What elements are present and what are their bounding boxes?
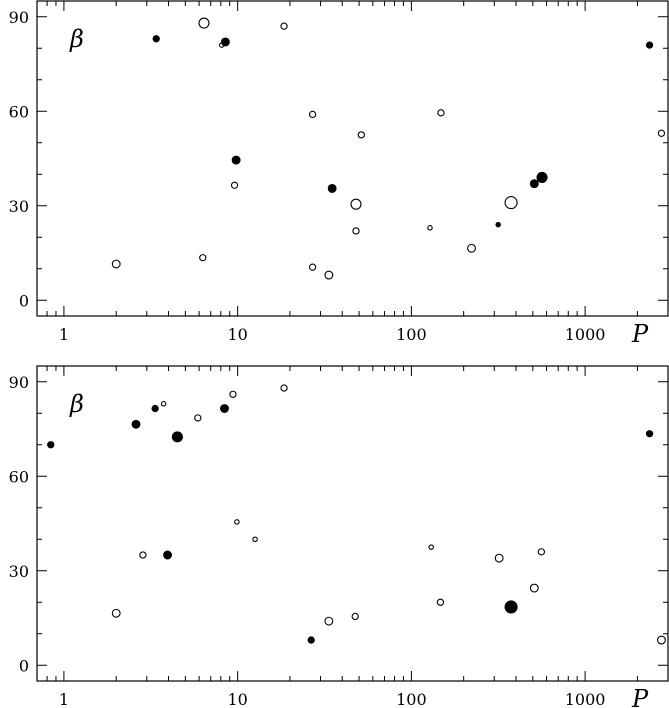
x-tick-label: 1000 <box>565 690 606 708</box>
x-tick-label: 100 <box>396 690 427 708</box>
x-tick-label: 1 <box>59 325 69 344</box>
data-point-open <box>198 17 210 29</box>
data-point-open <box>308 263 317 271</box>
data-point-filled <box>47 441 55 449</box>
data-point-open <box>436 598 445 606</box>
data-point-open <box>504 196 518 210</box>
data-point-open <box>357 131 365 139</box>
x-axis-label: P <box>631 320 649 348</box>
data-point-filled <box>536 171 548 183</box>
data-point-open <box>324 616 334 626</box>
y-tick-label: 90 <box>9 373 29 392</box>
data-point-filled <box>220 37 230 47</box>
data-point-open <box>280 384 288 392</box>
x-tick-label: 100 <box>396 325 427 344</box>
data-point-open <box>280 22 288 30</box>
x-tick-label: 1 <box>59 690 69 708</box>
data-point-open <box>199 254 207 262</box>
data-point-open <box>160 401 167 407</box>
data-point-filled <box>645 430 654 438</box>
data-point-open <box>656 635 666 645</box>
y-axis-label: β <box>69 390 84 418</box>
x-axis-label: P <box>631 685 649 708</box>
data-point-open <box>437 109 445 117</box>
y-tick-label: 60 <box>9 102 29 121</box>
data-point-open <box>229 390 237 398</box>
chart-panel-top: 1 10 100 1000 0 30 60 90 β P <box>9 0 669 348</box>
data-point-filled <box>504 600 518 614</box>
data-point-filled <box>171 431 183 443</box>
y-tick-label: 60 <box>9 467 29 486</box>
data-point-open <box>324 270 334 280</box>
data-point-filled <box>495 221 501 228</box>
data-point-open <box>230 181 239 189</box>
chart-panel-bottom: 1 10 100 1000 0 30 60 90 β P <box>9 365 669 708</box>
x-tick-label: 1000 <box>565 325 606 344</box>
data-point-open <box>537 548 546 556</box>
data-point-open <box>467 243 476 253</box>
data-point-filled <box>131 419 141 429</box>
data-point-open <box>351 612 359 621</box>
data-point-open <box>657 129 666 137</box>
x-tick-label: 10 <box>227 690 247 708</box>
data-point-filled <box>231 155 241 165</box>
data-point-filled <box>529 179 539 189</box>
data-point-filled <box>163 550 173 560</box>
data-point-open <box>234 519 240 525</box>
x-tick-label: 10 <box>227 325 247 344</box>
y-tick-label: 0 <box>19 291 29 310</box>
data-point-filled <box>307 636 315 644</box>
data-point-filled <box>220 404 229 413</box>
data-point-open <box>111 259 121 269</box>
data-point-open <box>494 553 504 563</box>
data-point-filled <box>152 35 160 43</box>
data-point-open <box>139 551 147 559</box>
plot-frame <box>36 0 669 317</box>
data-point-filled <box>327 183 337 193</box>
data-point-open <box>352 227 360 235</box>
plot-frame <box>36 365 669 682</box>
data-point-open <box>350 198 362 210</box>
data-point-open <box>111 608 121 618</box>
data-point-filled <box>151 404 159 413</box>
data-point-open <box>252 536 258 542</box>
y-tick-label: 30 <box>9 197 29 216</box>
y-tick-label: 0 <box>19 656 29 675</box>
data-point-filled <box>645 41 654 49</box>
data-point-open <box>427 225 433 231</box>
data-point-open <box>529 583 539 593</box>
y-tick-label: 30 <box>9 562 29 581</box>
y-axis-label: β <box>69 25 84 53</box>
y-tick-label: 90 <box>9 8 29 27</box>
data-point-open <box>308 110 317 119</box>
data-point-open <box>428 544 434 550</box>
data-point-open <box>194 414 202 422</box>
